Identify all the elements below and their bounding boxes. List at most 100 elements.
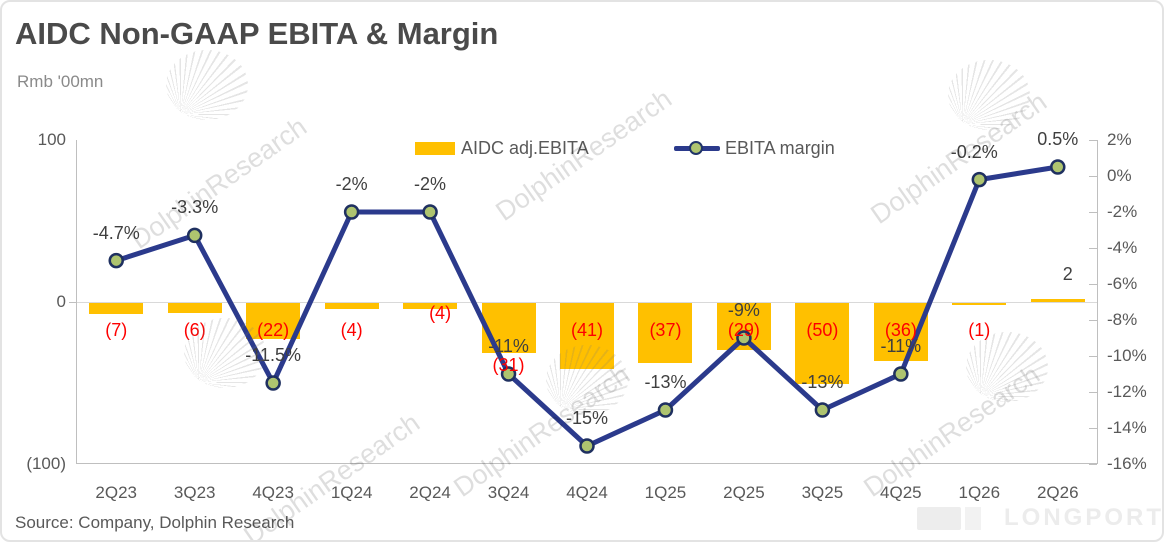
right-axis-line [1097, 140, 1098, 464]
bar-value-label: (6) [183, 320, 206, 340]
right-axis-tick [1089, 248, 1097, 249]
x-axis-label: 1Q25 [644, 483, 687, 502]
x-axis-label: 4Q25 [880, 483, 922, 502]
ebita-bar [167, 303, 222, 313]
right-axis-tick-label: -14% [1107, 418, 1147, 437]
page-title: AIDC Non-GAAP EBITA & Margin [15, 16, 499, 51]
margin-point-marker [422, 204, 438, 220]
margin-point-marker [186, 227, 203, 244]
x-axis-label: 2Q25 [723, 483, 765, 502]
margin-point-marker [1050, 159, 1066, 175]
zero-gridline [77, 302, 1097, 303]
right-axis-tick-label: -4% [1107, 238, 1138, 257]
margin-value-label: -2% [414, 174, 447, 194]
margin-point-marker [108, 252, 124, 269]
right-axis-tick [1089, 464, 1097, 465]
source-note: Source: Company, Dolphin Research [15, 513, 295, 532]
margin-point-marker [893, 366, 909, 382]
x-axis-label: 1Q24 [330, 483, 373, 502]
right-axis-tick [1089, 392, 1097, 393]
ebita-bar [89, 303, 144, 315]
right-axis-tick-label: -8% [1107, 310, 1138, 329]
left-axis-tick-label: (100) [26, 454, 66, 473]
legend-bar-label: AIDC adj.EBITA [461, 138, 589, 158]
bar-value-label: 2 [1062, 264, 1073, 284]
x-axis-label: 2Q23 [95, 483, 138, 502]
bar-value-label: (1) [968, 320, 991, 340]
ebita-bar [638, 303, 693, 363]
ebita-bar [481, 303, 536, 354]
right-axis-tick [1089, 284, 1097, 285]
margin-value-label: -11% [488, 336, 529, 356]
bar-value-label: (37) [649, 320, 682, 340]
ebita-bar [1030, 298, 1085, 302]
ebita-bar [952, 303, 1007, 305]
legend-line-marker-icon [689, 141, 703, 155]
legend-bar-swatch [415, 142, 455, 155]
margin-value-label: -0.2% [950, 141, 998, 162]
left-axis-zero-tick [69, 302, 77, 303]
margin-point-marker [500, 366, 517, 382]
bar-value-label: (4) [429, 303, 452, 323]
margin-point-marker [971, 171, 988, 188]
right-axis-tick-label: -6% [1107, 274, 1138, 293]
bar-value-label: (50) [806, 320, 839, 340]
ebita-bar [246, 303, 301, 339]
margin-value-label: -11% [880, 336, 922, 356]
longport-flag-icon [965, 507, 981, 530]
margin-point-marker [736, 330, 752, 346]
margin-value-label: -2% [335, 174, 368, 194]
margin-point-marker [343, 204, 360, 220]
ebita-bar [560, 303, 614, 370]
margin-point-marker [579, 438, 595, 454]
bar-value-label: (29) [727, 320, 760, 340]
right-axis-tick [1089, 176, 1097, 177]
x-axis-label: 4Q23 [252, 483, 294, 502]
x-axis-label: 2Q26 [1036, 483, 1079, 502]
bottom-axis-line [76, 463, 1098, 464]
right-axis-tick [1089, 320, 1097, 321]
ebita-bar [795, 303, 850, 384]
x-axis-label: 3Q23 [173, 483, 216, 502]
margin-value-label: -13% [644, 372, 687, 392]
right-axis-tick [1089, 428, 1097, 429]
axis-units-label: Rmb '00mn [17, 72, 104, 91]
legend-line-label: EBITA margin [725, 138, 835, 158]
longport-brand-watermark: LONGPORT [1004, 504, 1164, 531]
margin-point-marker [265, 375, 281, 391]
x-axis-label: 4Q24 [566, 483, 608, 502]
right-axis-tick-label: 0% [1107, 166, 1132, 185]
right-axis-tick [1089, 140, 1097, 141]
x-axis-label: 1Q26 [958, 483, 1001, 502]
margin-point-marker [814, 402, 831, 418]
right-axis-tick-label: -2% [1107, 202, 1138, 221]
bar-value-label: (31) [492, 355, 525, 375]
x-axis-label: 3Q24 [487, 483, 530, 502]
right-axis-tick-label: -10% [1107, 346, 1147, 365]
ebita-bar [324, 303, 379, 310]
bar-value-label: (22) [257, 320, 290, 340]
ebita-bar [403, 303, 458, 310]
x-axis-label: 3Q25 [801, 483, 844, 502]
margin-value-label: -3.3% [171, 197, 219, 218]
margin-line-path [113, 164, 1061, 449]
margin-value-label: -15% [565, 408, 609, 428]
bar-value-label: (7) [105, 320, 128, 340]
margin-value-label: -9% [727, 300, 760, 320]
right-axis-tick-label: -16% [1107, 454, 1147, 473]
left-axis-tick-label: 0 [56, 292, 66, 311]
x-axis-label: 2Q24 [409, 483, 451, 502]
left-axis-tick-label: 100 [37, 130, 66, 149]
margin-value-label: 0.5% [1037, 129, 1079, 149]
bar-value-label: (41) [570, 320, 603, 340]
bar-value-label: (4) [340, 320, 363, 340]
bar-value-label: (36) [884, 320, 917, 340]
margin-value-label: -13% [801, 372, 844, 392]
longport-flag-icon [917, 507, 961, 530]
right-axis-tick [1089, 356, 1097, 357]
margin-value-label: -11.5% [245, 345, 301, 365]
margin-value-label: -4.7% [92, 222, 140, 243]
right-axis-tick-label: -12% [1107, 382, 1147, 401]
